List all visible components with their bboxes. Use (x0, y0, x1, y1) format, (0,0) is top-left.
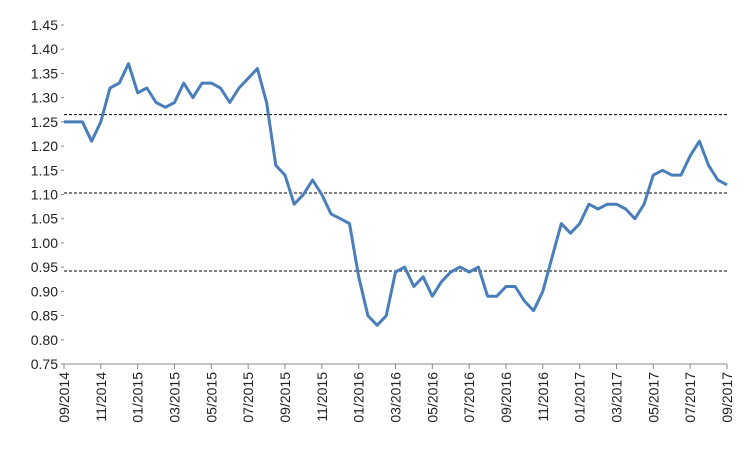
y-tick-label: 0.85 (31, 308, 58, 324)
x-tick-label: 07/2015 (240, 372, 256, 423)
x-tick-label: 05/2016 (424, 372, 440, 423)
y-tick-label: 1.00 (31, 235, 58, 251)
data-line (64, 62, 728, 327)
x-tick-label: 11/2016 (535, 372, 551, 422)
y-tick-label: 1.25 (31, 114, 58, 130)
y-tick-label: 1.20 (31, 138, 58, 154)
y-tick-label: 0.95 (31, 259, 58, 275)
y-tick-label: 1.05 (31, 211, 58, 227)
x-tick-label: 01/2017 (572, 372, 588, 423)
y-tick-label: 0.75 (31, 356, 58, 372)
x-tick-label: 09/2015 (277, 372, 293, 423)
y-tick-label: 1.15 (31, 162, 58, 178)
y-tick-label: 1.35 (31, 65, 58, 81)
x-tick-label: 09/2016 (498, 372, 514, 423)
x-tick-label: 05/2017 (645, 372, 661, 423)
x-tick-label: 07/2016 (461, 372, 477, 423)
y-tick-label: 0.90 (31, 283, 58, 299)
x-tick-label: 03/2017 (609, 372, 625, 423)
x-tick-label: 07/2017 (682, 372, 698, 423)
x-tick-label: 03/2016 (388, 372, 404, 423)
x-tick-label: 09/2017 (719, 372, 735, 423)
x-tick-label: 03/2015 (167, 372, 183, 423)
y-tick-label: 1.30 (31, 90, 58, 106)
x-tick-label: 05/2015 (203, 372, 219, 423)
x-tick-label: 11/2015 (314, 372, 330, 422)
y-tick-label: 0.80 (31, 332, 58, 348)
y-tick-label: 1.40 (31, 41, 58, 57)
x-tick-label: 01/2016 (351, 372, 367, 423)
y-tick-label: 1.45 (31, 17, 58, 33)
y-tick-label: 1.10 (31, 187, 58, 203)
x-tick-label: 09/2014 (56, 372, 72, 423)
x-tick-label: 11/2014 (93, 372, 109, 422)
x-tick-label: 01/2015 (130, 372, 146, 423)
